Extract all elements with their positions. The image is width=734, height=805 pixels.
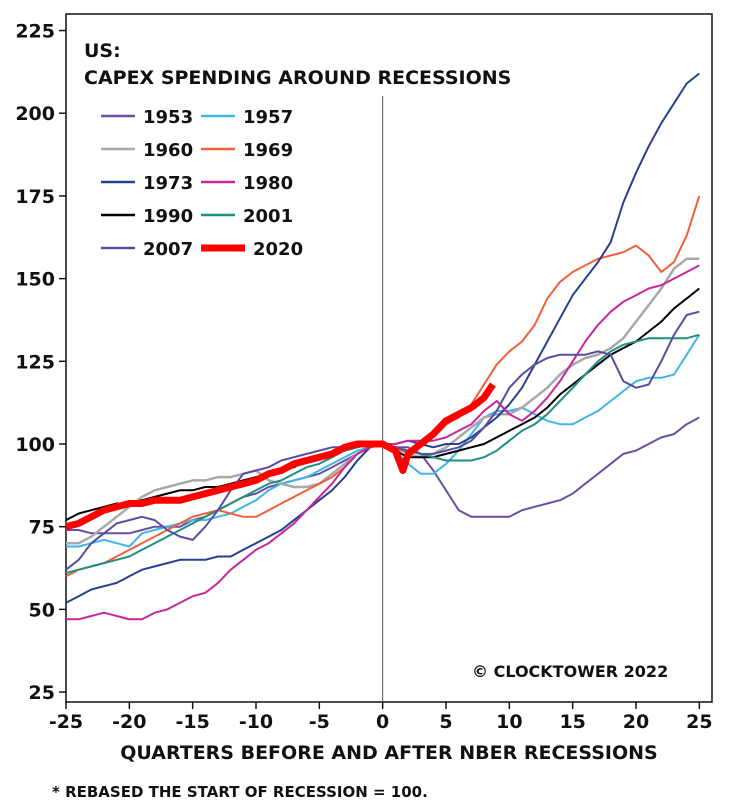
series-lines <box>65 72 701 621</box>
x-tick-label: 15 <box>559 711 585 733</box>
x-tick-label: -10 <box>239 711 273 733</box>
axis-ticks: 25 50 75 100 125 150 175 200 225 -25 -20 -15 -10 -5 0 5… <box>15 21 712 733</box>
x-tick-label: -20 <box>112 711 146 733</box>
legend-label-2007: 2007 <box>143 239 193 260</box>
y-tick-label: 25 <box>29 682 55 704</box>
legend-label-1957: 1957 <box>243 107 293 128</box>
legend: 1953 1957 1960 1969 1973 1980 1990 2001 2007 2020 <box>101 107 303 260</box>
legend-label-2020: 2020 <box>253 239 303 260</box>
y-tick-label: 125 <box>15 351 55 373</box>
x-tick-label: 10 <box>496 711 522 733</box>
x-tick-label: -15 <box>176 711 210 733</box>
chart-title-line1: US: <box>84 40 121 62</box>
y-tick-label: 50 <box>29 599 55 621</box>
legend-label-1960: 1960 <box>143 140 193 161</box>
y-tick-label: 225 <box>15 21 55 43</box>
y-tick-label: 175 <box>15 186 55 208</box>
legend-label-2001: 2001 <box>243 206 293 227</box>
legend-label-1969: 1969 <box>243 140 293 161</box>
y-tick-label: 75 <box>29 517 55 539</box>
credit-text: © CLOCKTOWER 2022 <box>472 662 668 681</box>
x-axis-label: QUARTERS BEFORE AND AFTER NBER RECESSION… <box>120 742 657 764</box>
legend-label-1990: 1990 <box>143 206 193 227</box>
plot-area-frame <box>65 13 713 703</box>
legend-label-1973: 1973 <box>143 173 193 194</box>
y-tick-label: 200 <box>15 103 55 125</box>
series-line-2020 <box>65 382 496 531</box>
footnote: * REBASED THE START OF RECESSION = 100. <box>52 783 428 801</box>
x-tick-label: 20 <box>623 711 649 733</box>
y-tick-label: 100 <box>15 434 55 456</box>
x-tick-label: 0 <box>376 711 389 733</box>
legend-label-1980: 1980 <box>243 173 293 194</box>
x-tick-label: 5 <box>439 711 452 733</box>
y-tick-label: 150 <box>15 269 55 291</box>
x-tick-label: 25 <box>686 711 712 733</box>
x-tick-label: -5 <box>309 711 330 733</box>
x-tick-label: -25 <box>49 711 83 733</box>
legend-label-1953: 1953 <box>143 107 193 128</box>
chart-title-line2: CAPEX SPENDING AROUND RECESSIONS <box>84 67 511 89</box>
